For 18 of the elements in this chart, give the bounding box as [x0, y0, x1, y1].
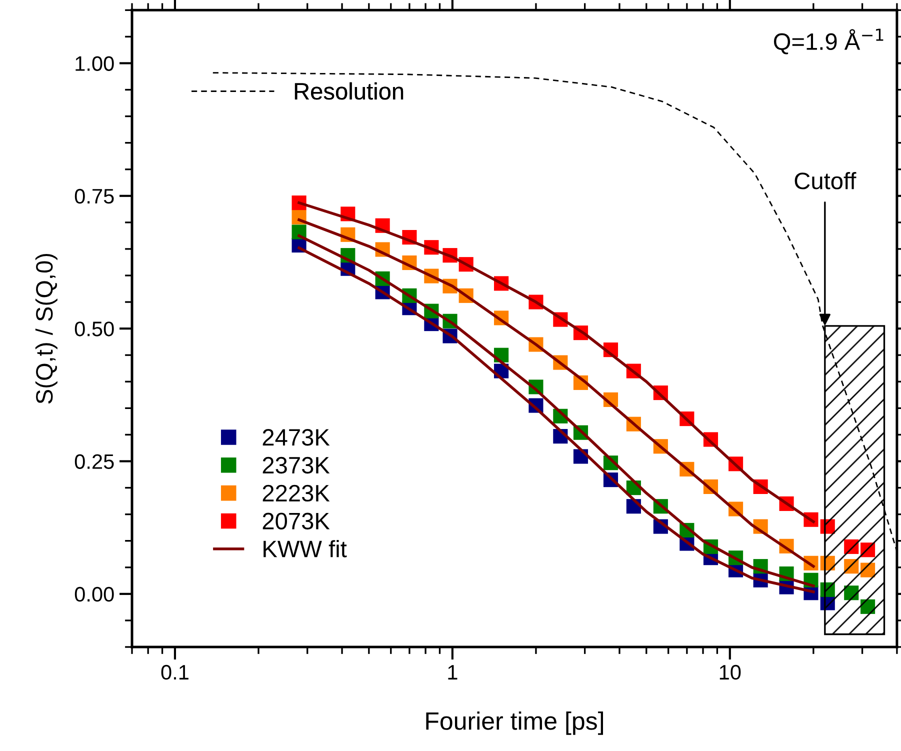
y-tick-label: 0.50	[74, 322, 114, 336]
annotation: Cutoff	[794, 172, 856, 190]
legend-label: KWW fit	[264, 540, 347, 558]
x-axis-title: Fourier time [ps]	[426, 712, 603, 735]
x-tick-label: 1	[448, 665, 458, 680]
legend-label: 2373K	[262, 456, 330, 474]
y-axis-title: S(Q,t) / S(Q,0)	[35, 254, 58, 404]
y-tick-label: 1.00	[76, 56, 114, 71]
y-tick-label: 0.00	[74, 586, 114, 602]
x-tick-label: 0.1	[161, 664, 188, 680]
annotation: Q=1.9 Å$^{−1}$	[774, 28, 884, 54]
y-tick-label: 0.75	[74, 188, 114, 204]
legend-label: Resolution	[294, 82, 404, 100]
legend-label: 2473K	[262, 429, 330, 446]
legend-label: 2223K	[262, 484, 330, 502]
legend-label: 2073K	[262, 512, 330, 530]
x-tick-label: 10	[720, 664, 741, 680]
y-tick-label: 0.25	[74, 454, 114, 469]
